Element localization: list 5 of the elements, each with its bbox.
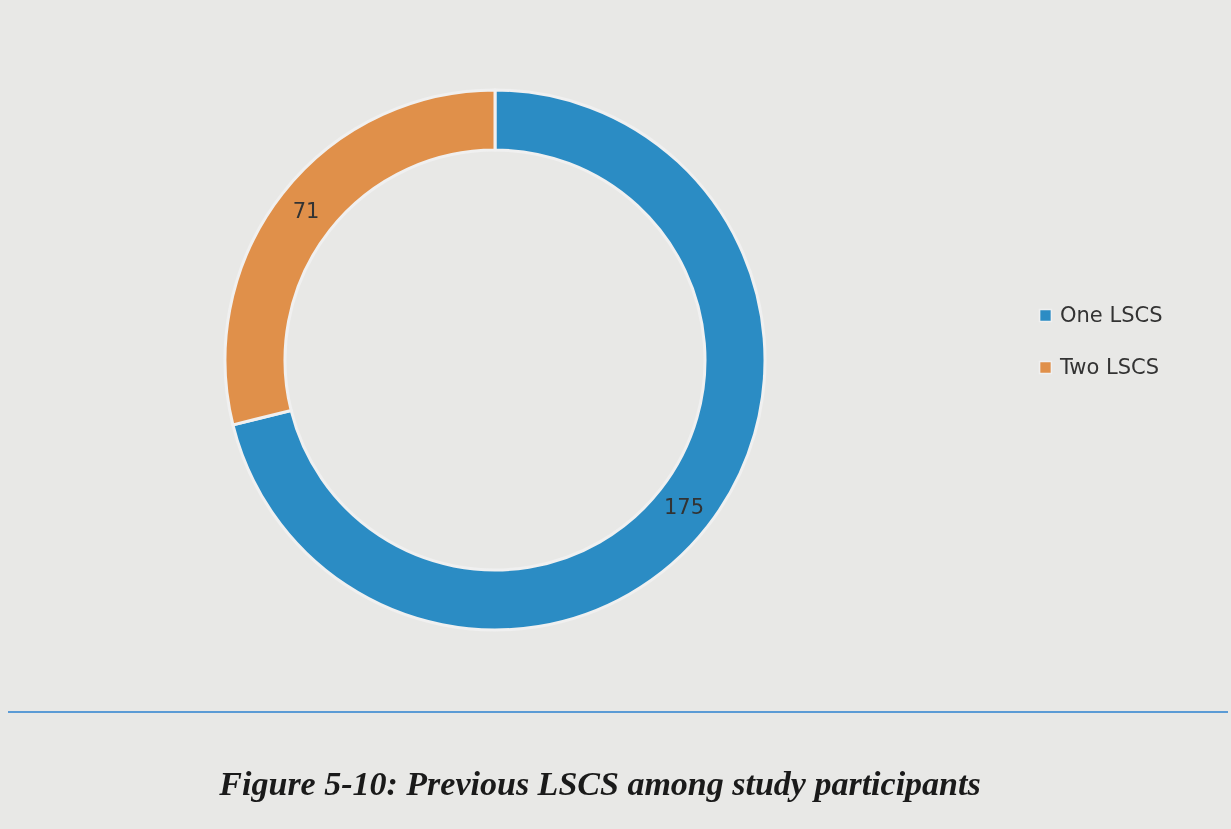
legend-label: One LSCS — [1060, 302, 1163, 327]
legend-label: Two LSCS — [1059, 354, 1160, 379]
data-label: 175 — [663, 494, 705, 519]
data-label: 71 — [292, 199, 320, 224]
caption: Figure 5-10: Previous LSCS among study participants — [218, 765, 981, 802]
